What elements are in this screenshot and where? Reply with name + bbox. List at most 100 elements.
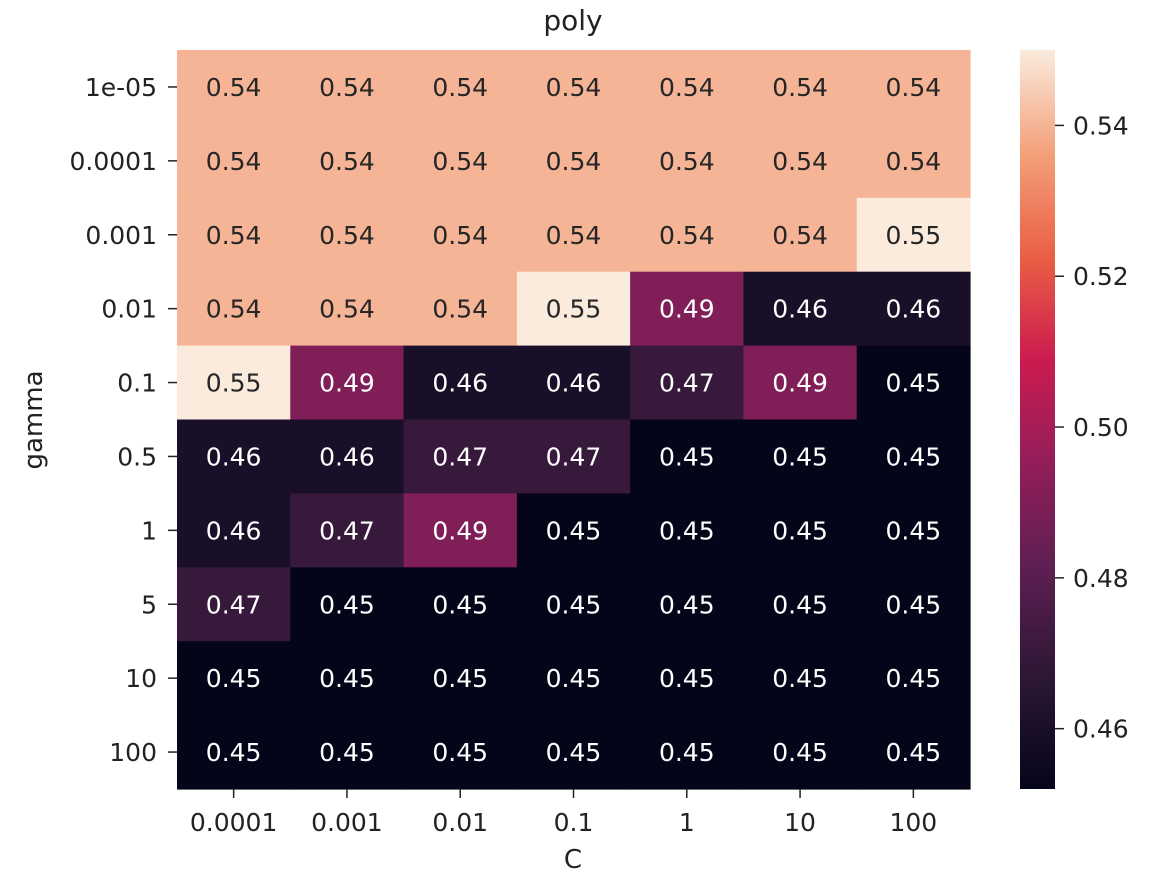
heatmap-cell xyxy=(743,50,858,125)
heatmap-cell xyxy=(856,345,971,421)
colorbar-tick-label: 0.46 xyxy=(1073,715,1129,744)
heatmap-cell xyxy=(177,419,291,494)
heatmap-cell xyxy=(516,567,631,642)
heatmap-cell xyxy=(630,197,745,273)
cell-value-label: 0.45 xyxy=(206,664,262,693)
y-tick-label: 0.1 xyxy=(117,369,157,398)
y-tick-label: 5 xyxy=(141,590,157,619)
cell-value-label: 0.54 xyxy=(432,221,488,250)
cell-value-label: 0.54 xyxy=(772,221,828,250)
cell-value-label: 0.54 xyxy=(206,73,262,102)
cell-value-label: 0.45 xyxy=(659,664,715,693)
cell-value-label: 0.55 xyxy=(886,221,942,250)
cell-value-label: 0.45 xyxy=(319,664,375,693)
cell-value-label: 0.45 xyxy=(886,516,942,545)
heatmap-cell xyxy=(290,271,405,347)
cell-value-label: 0.47 xyxy=(432,442,488,471)
colorbar-tick-label: 0.50 xyxy=(1073,413,1129,442)
y-tick-label: 0.01 xyxy=(101,295,157,324)
cell-value-label: 0.54 xyxy=(772,147,828,176)
cell-value-label: 0.54 xyxy=(659,73,715,102)
cell-value-label: 0.46 xyxy=(546,369,602,398)
heatmap-cell xyxy=(403,271,518,347)
cell-value-label: 0.55 xyxy=(206,369,262,398)
cell-value-label: 0.46 xyxy=(319,442,375,471)
cell-value-label: 0.45 xyxy=(432,664,488,693)
cell-value-label: 0.47 xyxy=(319,516,375,545)
cell-value-label: 0.45 xyxy=(319,590,375,619)
x-tick-label: 0.01 xyxy=(432,808,488,837)
y-axis-label: gamma xyxy=(19,370,49,469)
cell-value-label: 0.46 xyxy=(206,442,262,471)
cell-value-label: 0.45 xyxy=(772,738,828,767)
heatmap-cell xyxy=(177,345,291,421)
heatmap-cell xyxy=(177,715,291,790)
cell-value-label: 0.49 xyxy=(772,369,828,398)
heatmap-cell xyxy=(856,197,971,273)
cell-value-label: 0.46 xyxy=(432,369,488,398)
heatmap-cell xyxy=(856,567,971,642)
y-axis-ticks: 1e-05 0.0001 0.001 0.01 0.1 0.5 1 5 10 100 xyxy=(70,73,177,767)
heatmap-cell xyxy=(743,345,858,421)
cell-value-label: 0.46 xyxy=(206,516,262,545)
cell-value-label: 0.45 xyxy=(319,738,375,767)
heatmap-cell xyxy=(290,641,405,716)
heatmap-cell xyxy=(743,419,858,494)
heatmap-cell xyxy=(290,197,405,273)
heatmap-cell xyxy=(743,641,858,716)
chart-title: poly xyxy=(543,4,602,37)
heatmap-cell xyxy=(630,493,745,568)
cell-value-label: 0.46 xyxy=(772,295,828,324)
cell-value-label: 0.45 xyxy=(886,442,942,471)
heatmap-cell xyxy=(630,271,745,347)
heatmap-cell xyxy=(403,493,518,568)
cell-value-label: 0.54 xyxy=(319,147,375,176)
cell-value-label: 0.49 xyxy=(659,295,715,324)
heatmap-cell xyxy=(516,493,631,568)
heatmap-cell xyxy=(630,345,745,421)
heatmap-cell xyxy=(856,641,971,716)
cell-value-label: 0.45 xyxy=(659,738,715,767)
heatmap-cell xyxy=(516,197,631,273)
heatmap-cell xyxy=(630,715,745,790)
x-tick-label: 1 xyxy=(679,808,695,837)
colorbar-gradient xyxy=(1020,50,1055,789)
heatmap-cell xyxy=(177,493,291,568)
cell-value-label: 0.49 xyxy=(432,516,488,545)
heatmap-cell xyxy=(516,50,631,125)
heatmap-cell xyxy=(630,419,745,494)
cell-value-label: 0.45 xyxy=(772,590,828,619)
heatmap-cell xyxy=(630,123,745,199)
cell-value-label: 0.46 xyxy=(886,295,942,324)
heatmap-cell xyxy=(290,715,405,790)
heatmap-cell xyxy=(177,50,291,125)
heatmap-cell xyxy=(403,641,518,716)
heatmap-cell xyxy=(403,197,518,273)
heatmap-cell xyxy=(743,197,858,273)
cell-value-label: 0.47 xyxy=(546,442,602,471)
y-tick-label: 0.5 xyxy=(117,442,157,471)
heatmap-cell xyxy=(290,345,405,421)
colorbar: 0.46 0.48 0.50 0.52 0.54 xyxy=(1020,50,1129,789)
cell-value-label: 0.54 xyxy=(886,147,942,176)
heatmap-cell xyxy=(177,271,291,347)
colorbar-tick-label: 0.52 xyxy=(1073,262,1129,291)
cell-value-label: 0.54 xyxy=(432,73,488,102)
cell-value-label: 0.45 xyxy=(659,590,715,619)
x-tick-label: 0.001 xyxy=(311,808,383,837)
cell-value-label: 0.54 xyxy=(206,221,262,250)
cell-value-label: 0.45 xyxy=(886,590,942,619)
cell-value-label: 0.45 xyxy=(886,369,942,398)
heatmap-cell xyxy=(630,50,745,125)
cell-value-label: 0.55 xyxy=(546,295,602,324)
colorbar-tick-label: 0.48 xyxy=(1073,564,1129,593)
cell-value-label: 0.54 xyxy=(432,295,488,324)
x-tick-label: 100 xyxy=(889,808,937,837)
heatmap-cell xyxy=(516,419,631,494)
heatmap-cell xyxy=(856,123,971,199)
cell-value-label: 0.45 xyxy=(546,664,602,693)
cell-value-label: 0.45 xyxy=(886,738,942,767)
cell-value-label: 0.45 xyxy=(659,442,715,471)
cell-value-label: 0.45 xyxy=(432,590,488,619)
heatmap-cell xyxy=(856,493,971,568)
